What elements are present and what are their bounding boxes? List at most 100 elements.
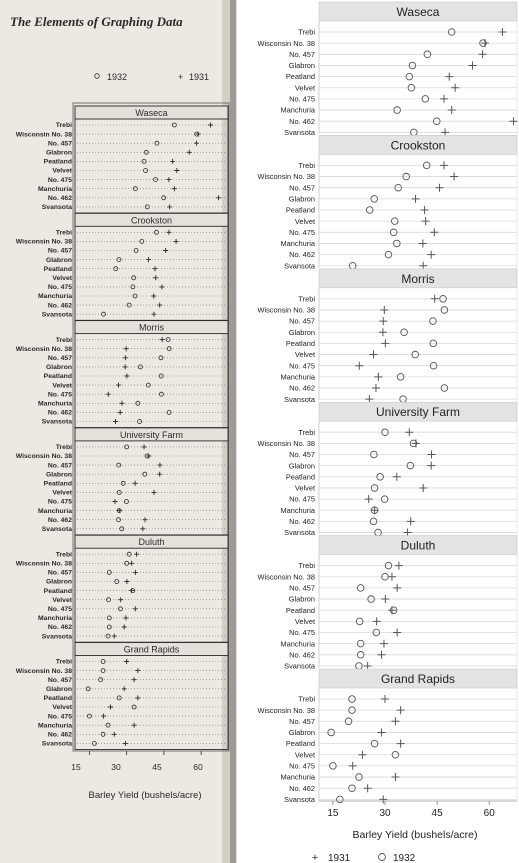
- point-1932: [408, 61, 417, 70]
- photo-variety-label: Trebi: [56, 659, 72, 666]
- point-1931: [381, 339, 390, 348]
- photo-point-1931: [131, 722, 137, 728]
- photo-point-1931: [122, 740, 128, 746]
- photo-panel-crookston: Crookston Trebi Wisconsin No. 38 No. 457 Gla…: [16, 212, 229, 321]
- photo-variety-label: Peatland: [44, 588, 72, 595]
- photo-variety-label: Wisconsin No. 38: [16, 453, 72, 460]
- photo-point-1932: [194, 131, 200, 137]
- trellis-dot-plot: Waseca Trebi Wisconsin No. 38 No. 457 Glabro…: [236, 0, 518, 863]
- point-1932: [440, 306, 449, 314]
- photo-variety-label: Trebi: [56, 551, 72, 558]
- photo-panel-waseca: Waseca Trebi Wisconsin No. 38 No. 457 Glabro…: [16, 105, 229, 214]
- photo-variety-label: Svansota: [42, 633, 72, 640]
- photo-point-1932: [126, 551, 132, 557]
- panel-grand-rapids: Grand Rapids Trebi Wisconsin No. 38 No. 457…: [257, 668, 518, 804]
- photo-point-1931: [111, 731, 117, 737]
- photo-point-1931: [121, 686, 127, 692]
- photo-plot-frame: [72, 102, 230, 752]
- photo-panel-header: [74, 534, 229, 549]
- point-1931: [381, 695, 389, 703]
- panel-title: Morris: [401, 272, 434, 286]
- photo-point-1932: [154, 140, 160, 146]
- photo-point-1932: [113, 266, 119, 272]
- point-1931: [441, 128, 450, 137]
- photo-variety-label: Trebi: [56, 444, 72, 451]
- legend: + 1931 1932: [312, 852, 416, 863]
- variety-label: Trebi: [298, 428, 315, 437]
- point-1931: [394, 561, 403, 570]
- photo-point-1931: [159, 337, 165, 343]
- point-1931: [365, 395, 374, 404]
- variety-label: Svansota: [284, 395, 316, 404]
- photo-point-1931: [115, 382, 121, 388]
- x-tick-label: 30: [379, 808, 391, 819]
- photo-variety-label: Wisconsin No. 38: [16, 346, 72, 353]
- photo-point-1932: [144, 453, 150, 459]
- variety-label: No. 462: [289, 784, 315, 793]
- variety-label: Velvet: [295, 617, 315, 626]
- point-1932: [429, 361, 438, 370]
- photo-point-1932: [165, 337, 171, 343]
- photo-variety-label: Wisconsin No. 38: [16, 239, 72, 246]
- point-1931: [430, 228, 439, 237]
- point-1932: [406, 461, 415, 470]
- variety-label: Manchuria: [280, 773, 315, 782]
- photo-point-1931: [108, 704, 114, 710]
- photo-point-1932: [135, 400, 141, 406]
- x-axis-label: Barley Yield (bushels/acre): [353, 829, 478, 841]
- photo-point-1932: [171, 122, 177, 128]
- point-1931: [478, 50, 487, 59]
- variety-label: Svansota: [284, 528, 316, 537]
- point-1932: [479, 39, 487, 47]
- point-1931: [391, 773, 400, 782]
- photo-variety-label: Glabron: [46, 471, 72, 478]
- photo-point-1931: [112, 499, 118, 504]
- photo-variety-label: Trebi: [56, 230, 72, 237]
- photo-variety-label: No. 457: [48, 248, 72, 255]
- photo-point-1931: [132, 606, 138, 612]
- photo-point-1931: [151, 311, 157, 317]
- point-1931: [406, 517, 415, 526]
- photo-point-1932: [159, 391, 164, 397]
- photo-variety-label: No. 457: [48, 140, 72, 147]
- variety-label: No. 462: [289, 250, 315, 259]
- variety-label: Trebi: [298, 161, 315, 170]
- photo-point-1932: [116, 462, 122, 468]
- book-spine: [230, 0, 236, 863]
- point-1931: [369, 350, 378, 359]
- point-1931: [405, 428, 414, 437]
- photo-point-1932: [141, 158, 147, 164]
- variety-label: Trebi: [298, 28, 315, 37]
- point-1932: [421, 95, 430, 103]
- photo-point-1931: [112, 419, 118, 424]
- photo-point-1931: [119, 400, 125, 406]
- point-1931: [379, 317, 388, 326]
- point-1931: [420, 206, 429, 214]
- photo-point-1931: [186, 149, 192, 155]
- photo-point-1931: [166, 229, 172, 235]
- photo-variety-label: Manchuria: [38, 615, 72, 622]
- photo-legend-circle-marker: [94, 73, 100, 79]
- photo-point-1932: [131, 275, 137, 281]
- point-1932: [376, 473, 384, 481]
- photo-variety-label: Wisconsin No. 38: [16, 131, 72, 138]
- photo-point-1931: [140, 526, 146, 532]
- point-1932: [336, 795, 344, 804]
- photo-variety-label: Velvet: [52, 168, 72, 175]
- variety-label: Wisconsin No. 38: [257, 572, 315, 581]
- variety-label: No. 457: [289, 183, 315, 192]
- photo-point-1932: [87, 713, 92, 719]
- photo-panel-university-farm: University Farm Trebi Wisconsin No. 38 No. …: [16, 427, 229, 536]
- photo-point-1932: [130, 284, 136, 290]
- point-1931: [377, 728, 386, 737]
- photo-variety-label: No. 462: [48, 517, 72, 524]
- photo-point-1932: [85, 686, 91, 692]
- variety-label: No. 457: [289, 450, 315, 459]
- point-1931: [447, 106, 456, 115]
- point-1931: [391, 717, 400, 726]
- variety-label: Trebi: [298, 561, 315, 570]
- point-1931: [370, 506, 379, 515]
- point-1932: [396, 373, 405, 381]
- variety-label: No. 457: [289, 50, 315, 59]
- photo-point-1931: [118, 597, 124, 603]
